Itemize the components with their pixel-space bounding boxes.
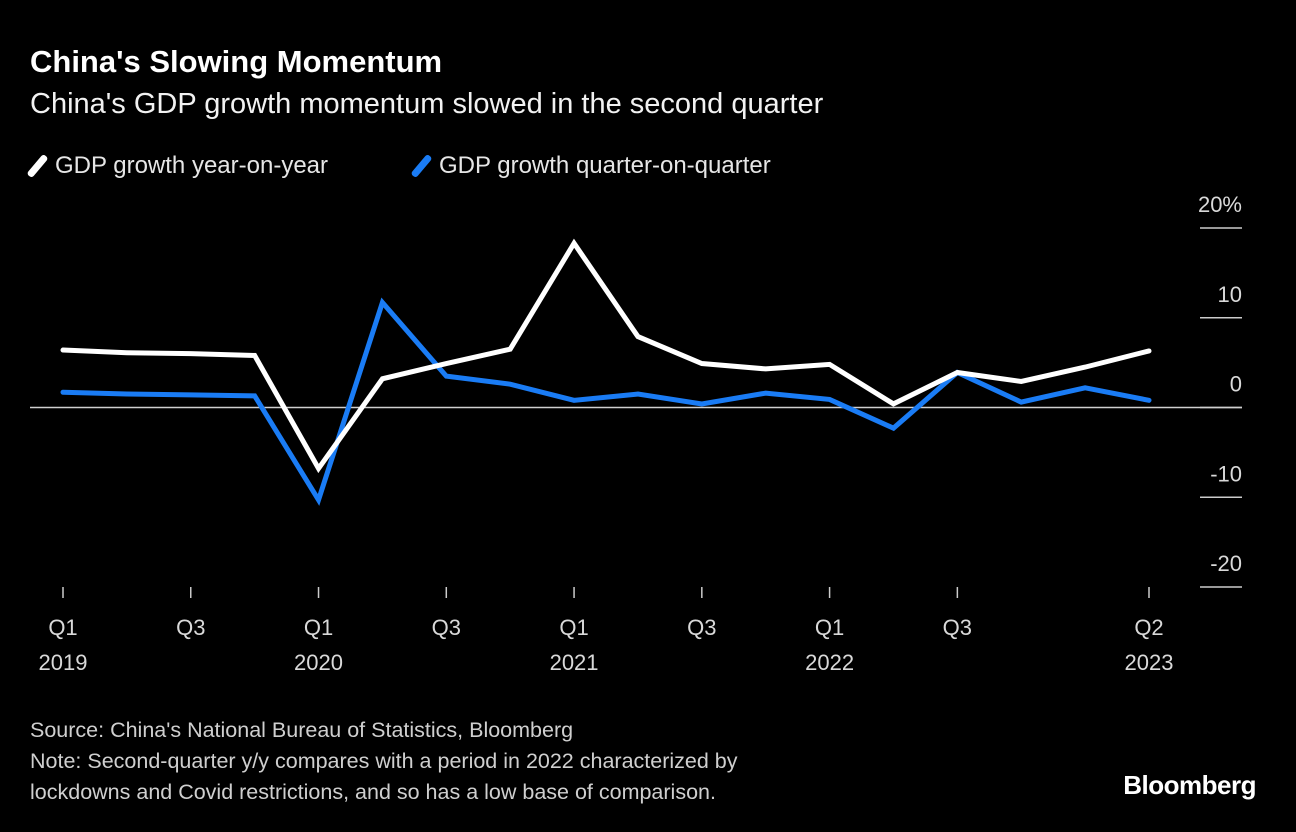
x-tick-label-quarter: Q3 <box>943 615 972 640</box>
x-tick-label-year: 2023 <box>1125 650 1174 675</box>
y-tick-label: 20% <box>1198 192 1242 217</box>
chart-subtitle: China's GDP growth momentum slowed in th… <box>30 88 824 120</box>
legend-label-qoq: GDP growth quarter-on-quarter <box>439 152 771 179</box>
note-line-2: lockdowns and Covid restrictions, and so… <box>30 780 716 804</box>
x-tick-label-year: 2022 <box>805 650 854 675</box>
line-chart: 20% 10 0 -10 -20 Q1 2019 Q3 Q1 2020 Q3 Q1 2021 Q3 Q1 20… <box>30 192 1242 675</box>
x-tick-label-quarter: Q1 <box>815 615 844 640</box>
x-tick-label-quarter: Q1 <box>48 615 77 640</box>
x-tick-label-year: 2021 <box>550 650 599 675</box>
x-tick-label-quarter: Q1 <box>304 615 333 640</box>
y-tick-label: 10 <box>1218 282 1242 307</box>
legend-label-yoy: GDP growth year-on-year <box>55 152 328 179</box>
chart-title: China's Slowing Momentum <box>30 44 443 79</box>
legend-item-yoy: GDP growth year-on-year <box>26 152 328 180</box>
bloomberg-logo: Bloomberg <box>1123 770 1256 800</box>
series-line-yoy <box>60 238 1152 474</box>
note-line-1: Note: Second-quarter y/y compares with a… <box>30 749 738 773</box>
source-note: Source: China's National Bureau of Stati… <box>30 718 574 742</box>
y-tick-label: -20 <box>1210 551 1242 576</box>
x-tick-label-quarter: Q3 <box>176 615 205 640</box>
x-tick-label-year: 2020 <box>294 650 343 675</box>
x-tick-label-quarter: Q1 <box>559 615 588 640</box>
y-tick-label: -10 <box>1210 461 1242 486</box>
x-tick-label-year: 2019 <box>39 650 88 675</box>
series-line-qoq <box>60 297 1152 506</box>
x-tick-label-quarter: Q2 <box>1134 615 1163 640</box>
x-tick-label-quarter: Q3 <box>432 615 461 640</box>
legend-item-qoq: GDP growth quarter-on-quarter <box>410 152 771 180</box>
x-tick-label-quarter: Q3 <box>687 615 716 640</box>
y-tick-label: 0 <box>1230 372 1242 397</box>
